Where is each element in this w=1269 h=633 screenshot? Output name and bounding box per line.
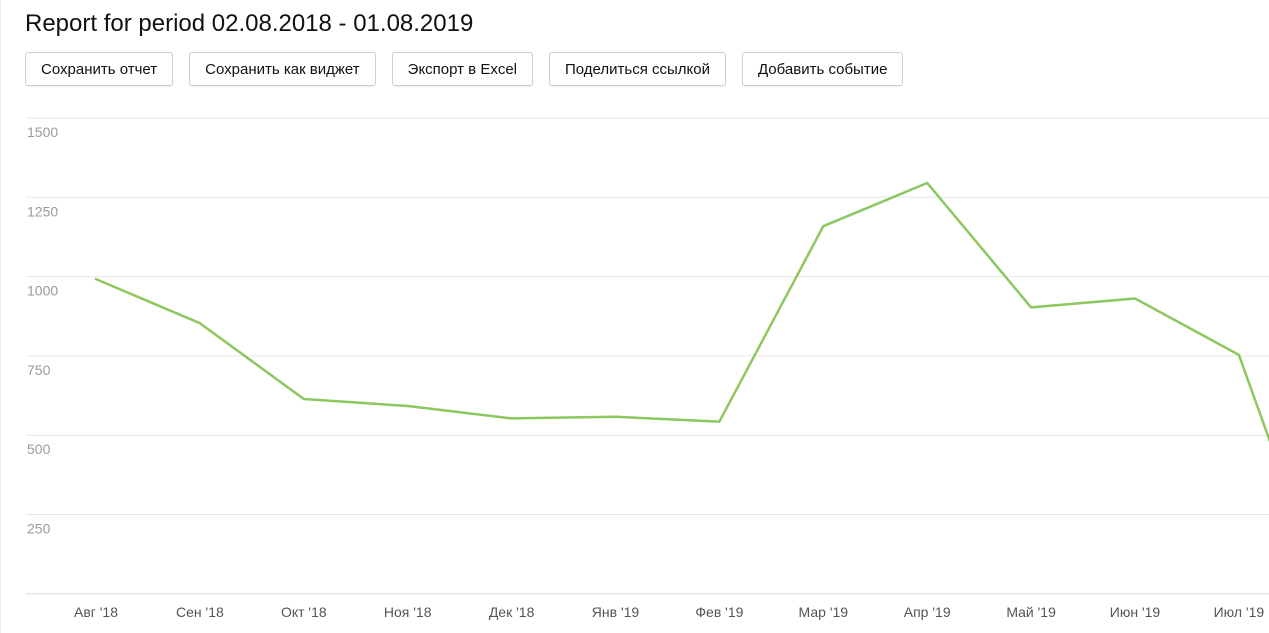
- save-as-widget-button[interactable]: Сохранить как виджет: [189, 52, 376, 86]
- save-report-button[interactable]: Сохранить отчет: [25, 52, 174, 86]
- share-link-button[interactable]: Поделиться ссылкой: [549, 52, 726, 86]
- x-tick-label: Дек '18: [489, 604, 535, 620]
- x-tick-label: Мар '19: [799, 604, 849, 620]
- y-tick-label: 750: [27, 362, 51, 378]
- data-point[interactable]: [923, 179, 931, 187]
- x-tick-label: Сен '18: [176, 604, 224, 620]
- toolbar: Сохранить отчет Сохранить как виджет Экс…: [25, 52, 904, 86]
- export-excel-button[interactable]: Экспорт в Excel: [391, 52, 533, 86]
- data-point[interactable]: [196, 319, 204, 327]
- data-point[interactable]: [819, 222, 827, 230]
- data-point[interactable]: [612, 413, 620, 421]
- data-point[interactable]: [92, 275, 100, 283]
- y-tick-label: 500: [27, 441, 51, 457]
- data-point[interactable]: [300, 395, 308, 403]
- y-tick-label: 1250: [27, 203, 58, 219]
- x-tick-label: Ноя '18: [384, 604, 432, 620]
- x-tick-label: Май '19: [1006, 604, 1056, 620]
- data-point[interactable]: [404, 402, 412, 410]
- chart-svg: 250 500 750 1000 1250 1500 Авг '18 Сен '18 Окт '…: [26, 117, 1269, 620]
- y-tick-label: 1500: [27, 124, 58, 140]
- line-chart: 250 500 750 1000 1250 1500 Авг '18 Сен '18 Окт '…: [0, 100, 1269, 633]
- left-border: [0, 0, 1, 633]
- data-point[interactable]: [1027, 303, 1035, 311]
- x-tick-label: Июн '19: [1110, 604, 1161, 620]
- x-tick-label: Авг '18: [74, 604, 118, 620]
- x-tick-label: Июл '19: [1214, 604, 1265, 620]
- data-point[interactable]: [1235, 351, 1243, 359]
- y-tick-label: 1000: [27, 283, 58, 299]
- page-title: Report for period 02.08.2018 - 01.08.201…: [25, 10, 474, 37]
- x-tick-label: Апр '19: [904, 604, 951, 620]
- series-line: [94, 181, 1269, 443]
- x-tick-label: Янв '19: [592, 604, 640, 620]
- data-point[interactable]: [1131, 294, 1139, 302]
- data-point[interactable]: [508, 414, 516, 422]
- add-event-button[interactable]: Добавить событие: [741, 52, 904, 86]
- x-tick-label: Фев '19: [695, 604, 743, 620]
- data-point[interactable]: [715, 418, 723, 426]
- x-tick-label: Окт '18: [281, 604, 327, 620]
- y-tick-label: 250: [27, 521, 51, 537]
